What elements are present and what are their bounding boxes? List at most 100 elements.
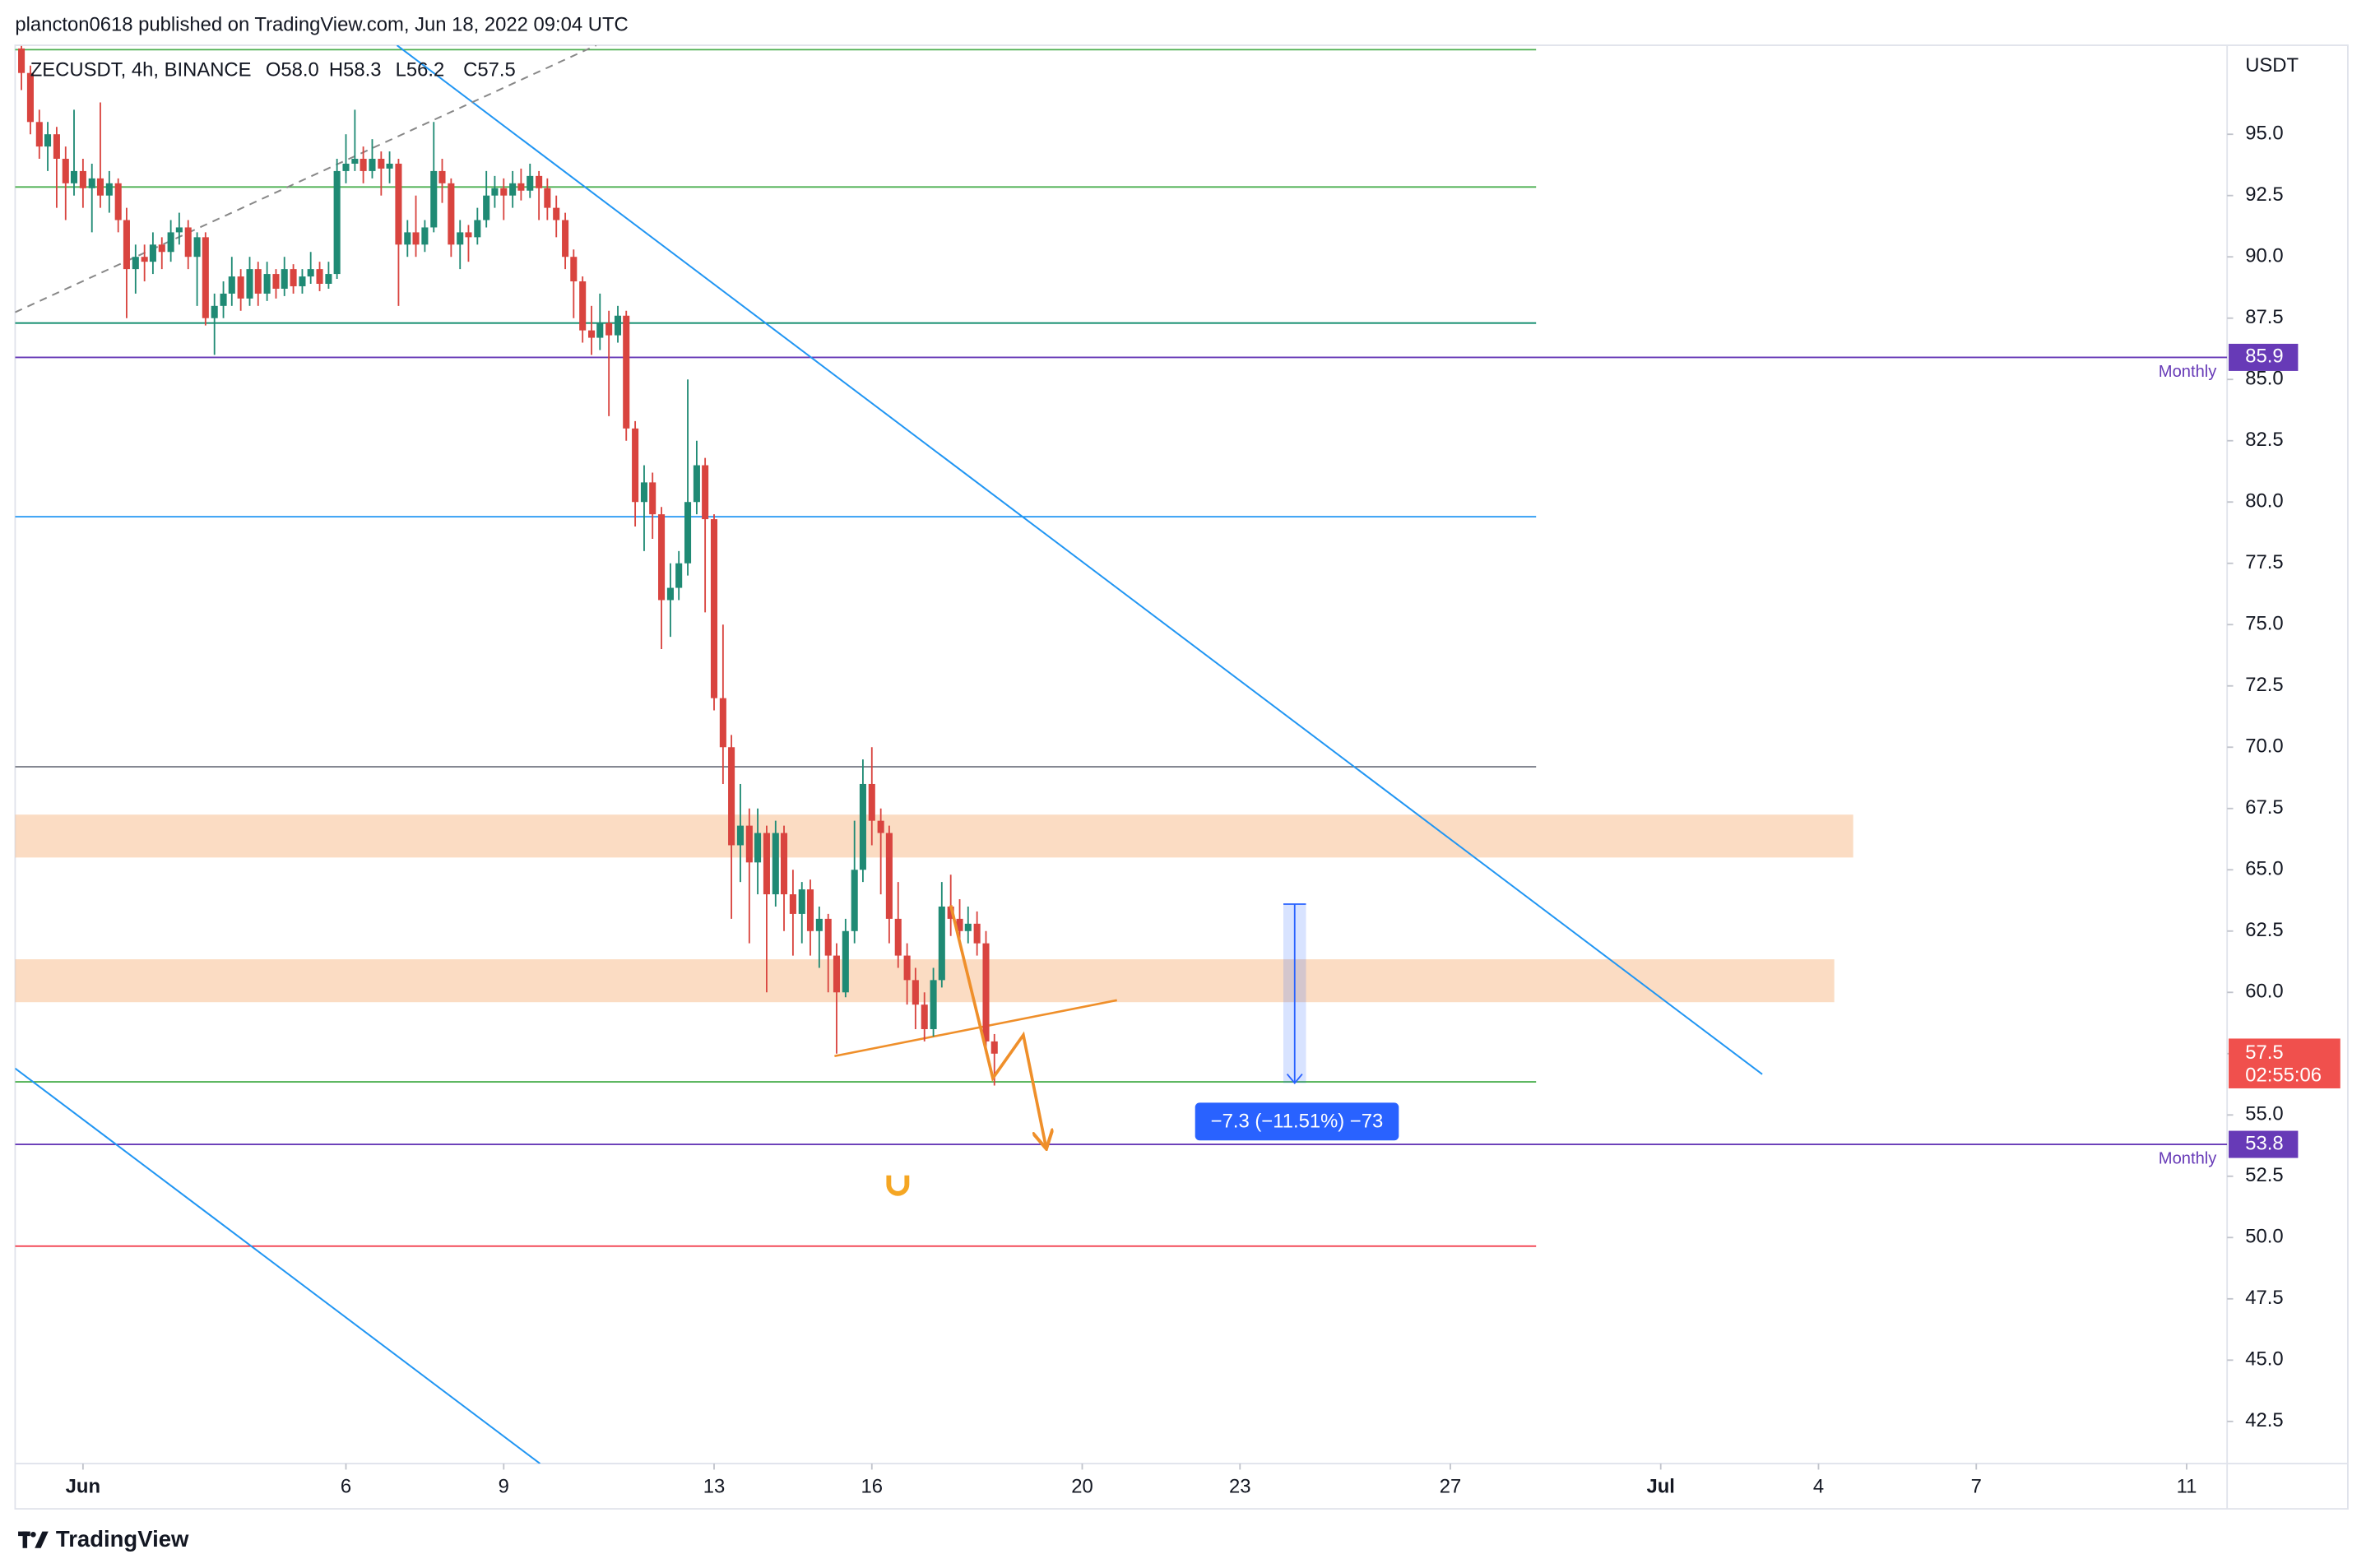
candle-body — [649, 482, 656, 515]
candle-body — [947, 906, 954, 919]
candle-body — [246, 269, 253, 299]
price-label-note: Monthly — [2159, 1150, 2217, 1168]
candle-body — [281, 269, 288, 289]
candle-body — [237, 276, 244, 299]
price-label-box — [2229, 343, 2299, 371]
candle-body — [421, 227, 429, 245]
candle-body — [70, 170, 78, 183]
candle-body — [640, 482, 648, 503]
candle-body — [702, 465, 709, 520]
candle-body — [412, 232, 420, 245]
measure-label-box — [1195, 1102, 1399, 1141]
candle-body — [877, 820, 884, 833]
legend-ohlc: O58.0 — [266, 58, 319, 81]
candle-body — [614, 315, 622, 336]
candle-body — [684, 502, 692, 564]
y-tick-label: 92.5 — [2245, 183, 2283, 206]
y-tick-label: 90.0 — [2245, 245, 2283, 267]
candle-body — [500, 188, 508, 196]
zone — [15, 814, 1853, 858]
x-tick-label: 4 — [1813, 1476, 1824, 1498]
brand-logo — [18, 1531, 49, 1548]
y-tick-label: 42.5 — [2245, 1409, 2283, 1431]
candle-body — [806, 889, 814, 931]
measure-arrowhead — [1286, 1073, 1303, 1084]
y-tick-label: 50.0 — [2245, 1226, 2283, 1248]
candle-body — [868, 783, 875, 821]
candle-body — [158, 244, 165, 253]
y-tick-label: 65.0 — [2245, 858, 2283, 880]
candle-body — [693, 465, 700, 503]
candle-body — [938, 906, 945, 981]
candle-body — [990, 1041, 998, 1054]
price-label-box — [2229, 1130, 2299, 1158]
candle-body — [88, 178, 95, 188]
y-tick-label: 87.5 — [2245, 306, 2283, 328]
candle-body — [780, 833, 788, 895]
y-tick-label: 45.0 — [2245, 1348, 2283, 1371]
candle-body — [956, 918, 963, 931]
candle-body — [35, 122, 43, 147]
last-price-box — [2229, 1038, 2340, 1088]
legend-symbol: ZECUSDT, 4h, BINANCE — [30, 58, 252, 81]
candle-body — [18, 48, 26, 73]
candle-body — [815, 918, 823, 931]
candle-body — [789, 894, 796, 914]
candle-body — [360, 159, 367, 171]
y-tick-label: 67.5 — [2245, 796, 2283, 819]
candle-body — [114, 183, 122, 220]
candle-body — [465, 232, 472, 238]
price-label: 85.9 — [2245, 346, 2283, 368]
y-tick-label: 85.0 — [2245, 368, 2283, 390]
candle-body — [483, 195, 490, 220]
y-tick-label: 75.0 — [2245, 613, 2283, 635]
candle-body — [448, 183, 455, 245]
candle-body — [184, 227, 192, 257]
candle-body — [316, 269, 323, 284]
y-tick-label: 55.0 — [2245, 1103, 2283, 1125]
candle-body — [105, 183, 113, 196]
y-tick-label: 47.5 — [2245, 1287, 2283, 1309]
candle-body — [457, 232, 464, 245]
countdown: 02:55:06 — [2245, 1065, 2322, 1087]
candle-body — [710, 519, 718, 698]
candle-body — [96, 178, 104, 196]
candle-body — [579, 281, 587, 331]
candle-body — [395, 163, 402, 245]
legend-ohlc: C57.5 — [463, 58, 516, 81]
candle-body — [894, 918, 902, 956]
candle-body — [736, 825, 745, 846]
plot — [15, 45, 2228, 1464]
x-tick-label: 13 — [703, 1476, 726, 1498]
trendline — [834, 999, 1117, 1058]
x-tick-label: 6 — [341, 1476, 351, 1498]
x-tick-label: Jun — [66, 1476, 100, 1498]
price-label-note: Monthly — [2159, 363, 2217, 381]
candle-body — [623, 315, 630, 429]
candle-body — [254, 269, 262, 294]
candle-body — [544, 188, 551, 208]
candle-body — [596, 322, 604, 338]
last-price: 57.5 — [2245, 1041, 2283, 1064]
candle-body — [536, 175, 543, 188]
candle-body — [745, 825, 753, 863]
candle-body — [263, 274, 271, 294]
magnet-icon — [886, 1175, 910, 1196]
candle-body — [333, 170, 341, 275]
candle-body — [754, 833, 762, 863]
candle-body — [438, 170, 446, 183]
candle-body — [491, 188, 499, 196]
candle-body — [912, 980, 919, 1005]
candle-body — [299, 276, 306, 286]
candle-body — [404, 232, 411, 245]
candle-body — [903, 955, 911, 981]
candle-body — [728, 747, 735, 846]
candle-body — [193, 237, 201, 257]
candle-body — [588, 330, 596, 338]
candle-body — [325, 274, 332, 284]
candle-body — [851, 870, 858, 931]
candle-body — [553, 207, 560, 220]
candle-body — [202, 237, 209, 318]
